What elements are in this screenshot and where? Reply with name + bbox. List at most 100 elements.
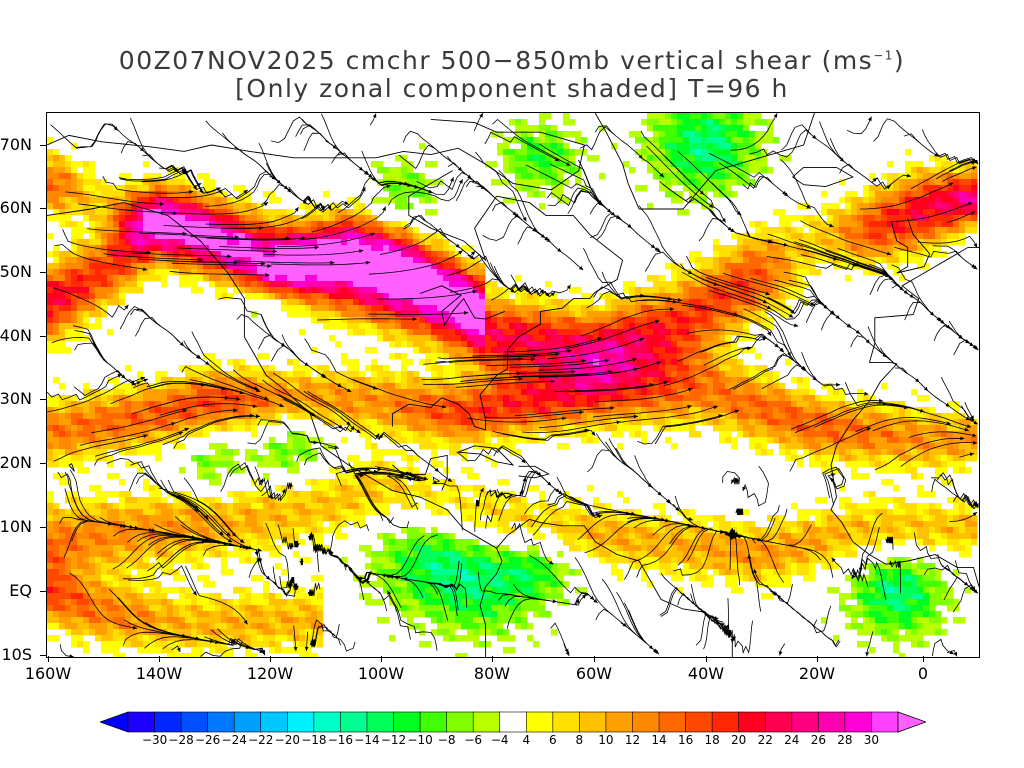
colorbar-bin [525,711,554,733]
longitude-tick-mark [594,656,595,662]
colorbar-tick-label: 22 [757,733,773,747]
latitude-tick-mark [40,527,46,528]
colorbar-tick-label: 4 [522,733,531,747]
latitude-tick-mark [40,591,46,592]
colorbar-tick-label: −18 [301,733,327,747]
colorbar-bin [233,711,262,733]
colorbar-bin [711,711,740,733]
colorbar-tick-label: −20 [274,733,300,747]
colorbar-tick-label: −28 [168,733,194,747]
colorbar-over-arrow [897,711,926,733]
longitude-tick-mark [492,656,493,662]
map-title-line-2: [Only zonal component shaded] T=96 h [235,74,789,103]
colorbar-tick-label: 14 [651,733,667,747]
longitude-tick-mark [381,656,382,662]
latitude-tick-label: 10N [0,517,32,536]
colorbar-bin [180,711,209,733]
latitude-tick-mark [40,208,46,209]
zonal-shear-shading [47,113,978,657]
streamline-paths [47,113,979,657]
longitude-tick-mark [48,656,49,662]
longitude-tick-label: 40W [687,664,725,683]
latitude-tick-mark [40,272,46,273]
longitude-tick-label: 100W [357,664,405,683]
latitude-tick-label: 20N [0,453,32,472]
colorbar-bin [207,711,235,733]
latitude-tick-mark [40,336,46,337]
colorbar-bin [871,711,899,733]
longitude-tick-mark [159,656,160,662]
colorbar-tick-label: −6 [464,733,483,747]
longitude-tick-label: 60W [575,664,613,683]
colorbar-tick-label: 26 [810,733,826,747]
colorbar-bin [446,711,474,733]
longitude-tick-mark [817,656,818,662]
colorbar-tick-label: 24 [784,733,800,747]
latitude-tick-label: 60N [0,198,32,217]
colorbar-bin [658,711,687,733]
colorbar-tick-label: −10 [407,733,433,747]
colorbar-bin [127,711,156,733]
colorbar-bin [260,711,289,733]
colorbar-bin [419,711,448,733]
colorbar-bin [287,711,315,733]
latitude-tick-mark [40,145,46,146]
colorbar-tick-label: −30 [141,733,168,747]
colorbar-tick-label: 12 [624,733,641,747]
longitude-tick-mark [270,656,271,662]
colorbar-bin [340,711,368,733]
shear-colorbar [100,711,926,733]
colorbar-bin [685,711,713,733]
colorbar-bin [605,711,634,733]
longitude-tick-label: 160W [24,664,72,683]
colorbar-bin [764,711,793,733]
colorbar-tick-label: −22 [248,733,274,747]
colorbar-bin [552,711,581,733]
latitude-tick-label: 30N [0,389,32,408]
longitude-tick-label: 140W [135,664,183,683]
colorbar-tick-label: −8 [437,733,456,747]
colorbar-bin [844,711,873,733]
longitude-tick-label: 20W [798,664,836,683]
longitude-tick-mark [923,656,924,662]
colorbar-bin [499,711,527,733]
colorbar-bin [366,711,395,733]
colorbar-tick-label: 28 [837,733,853,747]
latitude-tick-label: 40N [0,326,32,345]
longitude-tick-label: 120W [246,664,294,683]
colorbar-bin [791,711,820,733]
colorbar-tick-label: −16 [327,733,354,747]
colorbar-tick-label: 18 [704,733,720,747]
colorbar-bin [472,711,501,733]
latitude-tick-label: 70N [0,135,32,154]
colorbar-bin [579,711,607,733]
latitude-tick-mark [40,399,46,400]
colorbar-tick-label: −4 [490,733,509,747]
colorbar-tick-label: −12 [380,733,407,747]
shear-map-canvas [47,113,979,657]
latitude-tick-label: 50N [0,262,32,281]
colorbar-under-arrow [100,711,129,733]
colorbar-tick-label: −14 [354,733,380,747]
colorbar-tick-label: 10 [598,733,614,747]
latitude-tick-mark [40,655,46,656]
colorbar-tick-label: −24 [221,733,247,747]
colorbar-tick-label: −26 [194,733,221,747]
latitude-tick-label: EQ [9,581,32,600]
latitude-tick-mark [40,463,46,464]
colorbar-bin [818,711,846,733]
colorbar-tick-label: 6 [548,733,557,747]
colorbar-bin [738,711,766,733]
title-line-1-text: 00Z07NOV2025 cmchr 500−850mb vertical sh… [118,46,874,75]
colorbar-bin [393,711,421,733]
shear-map-panel [46,112,980,658]
map-title-line-1: 00Z07NOV2025 cmchr 500−850mb vertical sh… [0,46,1024,75]
colorbar-bin [313,711,342,733]
colorbar-tick-label: 8 [575,733,584,747]
colorbar-tick-label: 20 [731,733,747,747]
colorbar-tick-label: 16 [677,733,694,747]
title-line-1-close: ) [893,46,906,75]
colorbar-tick-label: 30 [863,733,880,747]
wind-streamlines [47,113,979,657]
latitude-tick-label: 10S [1,645,32,664]
